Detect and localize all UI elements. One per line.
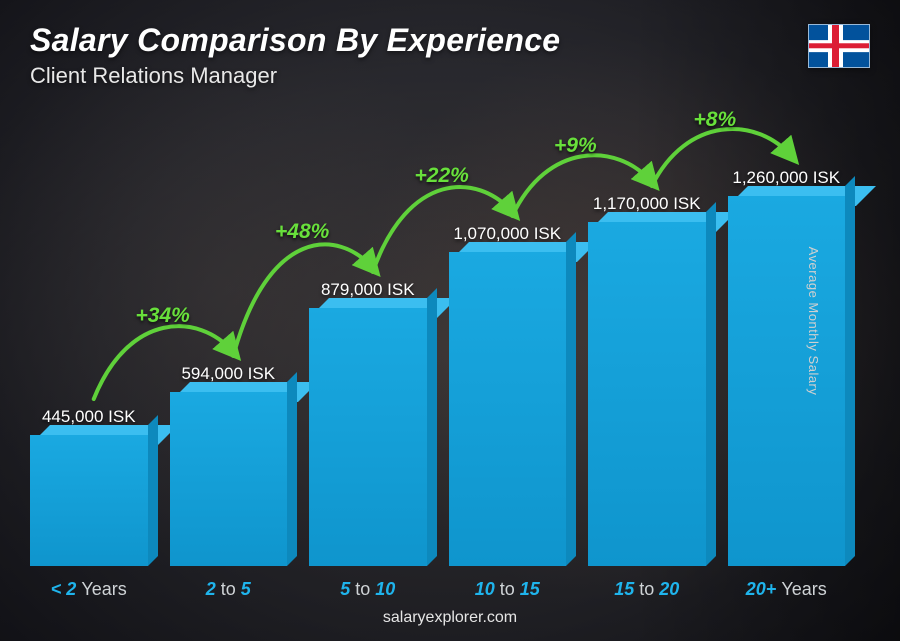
bar-column: 594,000 ISK2 to 5 xyxy=(170,364,288,566)
x-axis-label: 10 to 15 xyxy=(475,579,540,600)
x-axis-label: 15 to 20 xyxy=(614,579,679,600)
page-title: Salary Comparison By Experience xyxy=(30,22,790,59)
percent-increase-label: +22% xyxy=(415,164,469,188)
bar-value-label: 1,070,000 ISK xyxy=(453,224,561,244)
x-axis-label: 5 to 10 xyxy=(340,579,395,600)
bar xyxy=(30,435,148,566)
bar-column: 1,070,000 ISK10 to 15 xyxy=(449,224,567,566)
country-flag-icon xyxy=(808,24,870,68)
x-axis-label: 2 to 5 xyxy=(206,579,251,600)
bar-column: 1,170,000 ISK15 to 20 xyxy=(588,194,706,566)
y-axis-label: Average Monthly Salary xyxy=(806,246,821,395)
bar-value-label: 445,000 ISK xyxy=(42,407,136,427)
percent-increase-label: +48% xyxy=(275,220,329,244)
bar-value-label: 594,000 ISK xyxy=(181,364,275,384)
bar xyxy=(588,222,706,566)
bar-column: 1,260,000 ISK20+ Years xyxy=(728,168,846,566)
percent-increase-label: +8% xyxy=(694,108,737,132)
percent-increase-label: +34% xyxy=(136,304,190,328)
bar-value-label: 1,260,000 ISK xyxy=(732,168,840,188)
x-axis-label: < 2 Years xyxy=(51,579,127,600)
x-axis-label: 20+ Years xyxy=(746,579,827,600)
bar-column: 445,000 ISK< 2 Years xyxy=(30,407,148,566)
percent-increase-label: +9% xyxy=(554,134,597,158)
header: Salary Comparison By Experience Client R… xyxy=(30,22,790,89)
bar xyxy=(309,308,427,566)
bar-value-label: 1,170,000 ISK xyxy=(593,194,701,214)
bar xyxy=(728,196,846,566)
bar-value-label: 879,000 ISK xyxy=(321,280,415,300)
bar xyxy=(170,392,288,566)
salary-bar-chart: 445,000 ISK< 2 Years594,000 ISK2 to 5879… xyxy=(30,120,845,566)
footer-credit: salaryexplorer.com xyxy=(0,609,900,627)
bar xyxy=(449,252,567,566)
bar-column: 879,000 ISK5 to 10 xyxy=(309,280,427,566)
page-subtitle: Client Relations Manager xyxy=(30,63,790,89)
